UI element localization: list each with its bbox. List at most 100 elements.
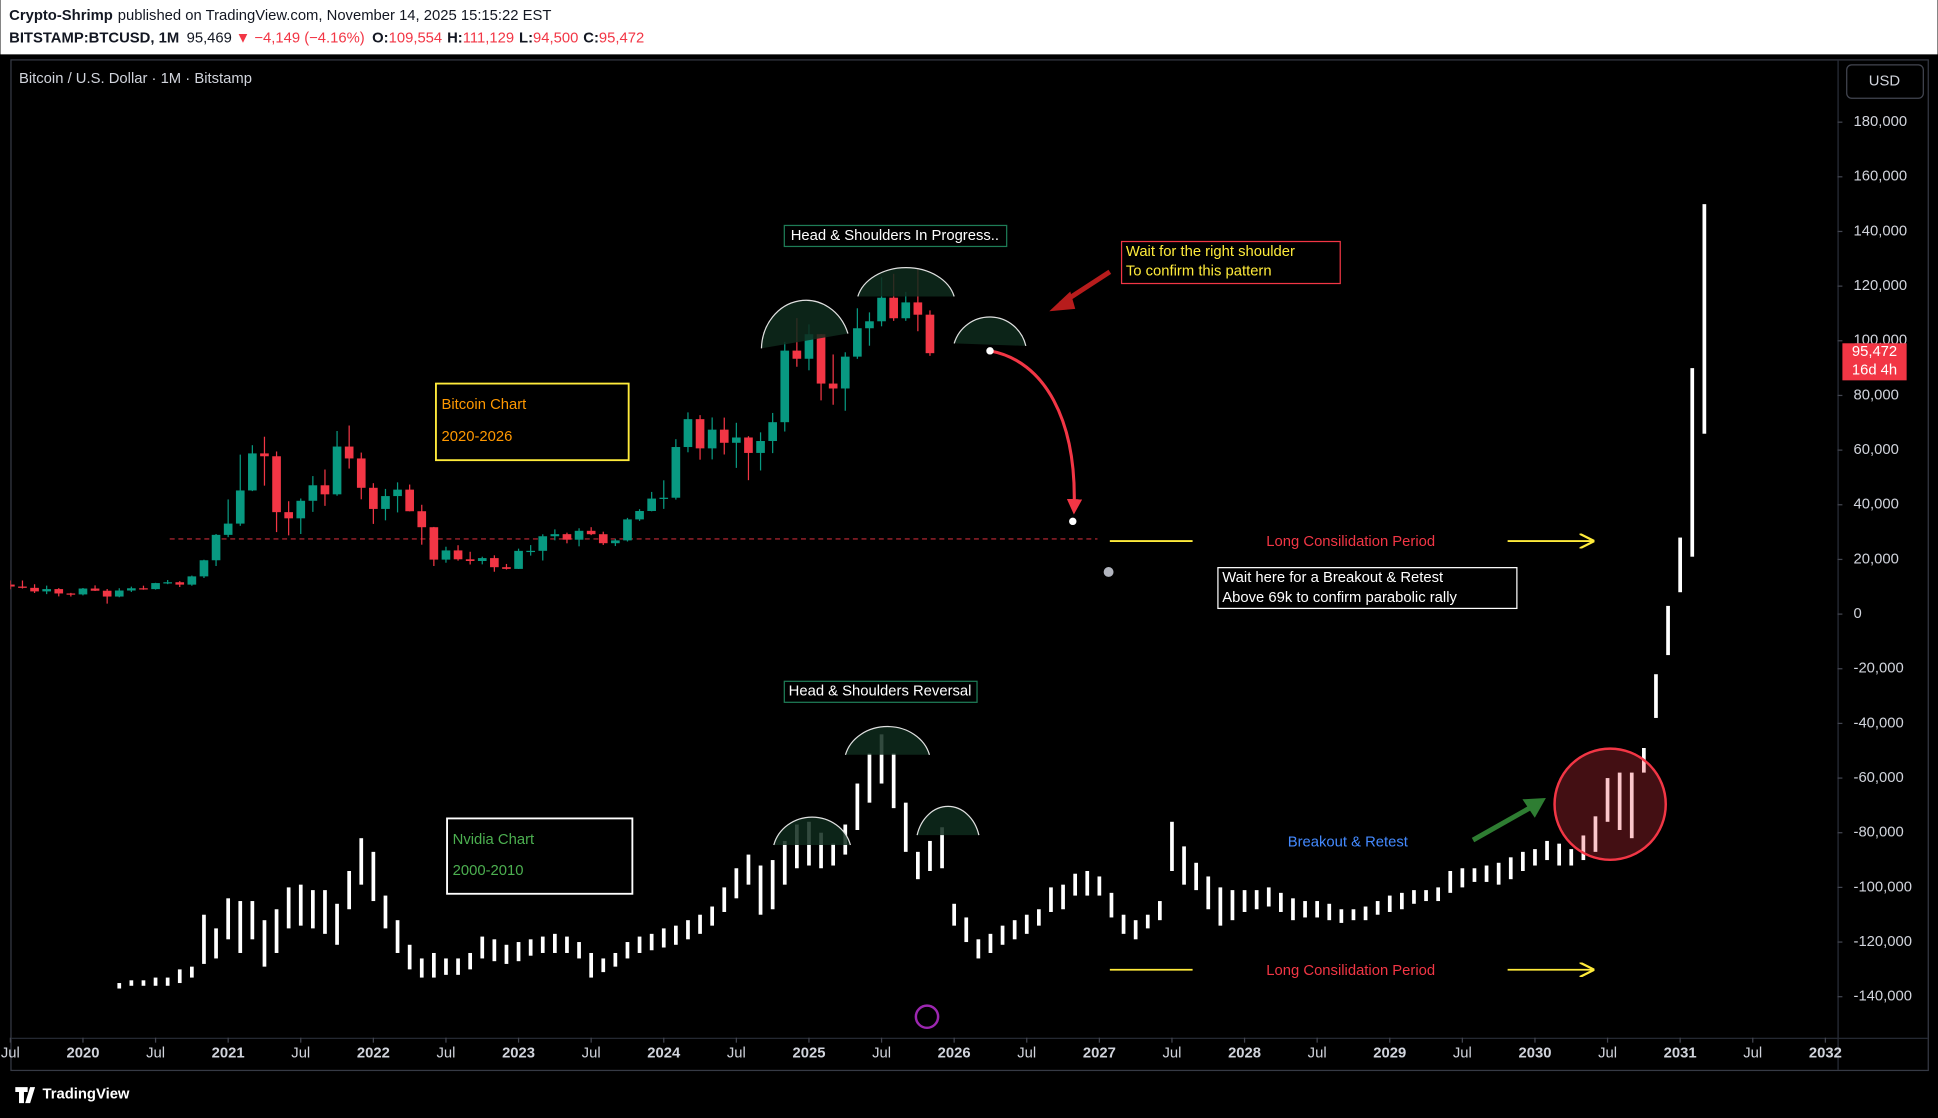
range-bar — [1363, 906, 1368, 921]
candle-body — [151, 583, 160, 590]
range-bar — [1557, 843, 1562, 866]
range-bar — [1617, 772, 1622, 830]
label: Nvidia Chart — [453, 832, 534, 848]
range-bar — [782, 840, 787, 885]
candle-body — [816, 334, 826, 384]
range-bar — [1400, 892, 1404, 910]
range-bar — [1145, 914, 1150, 929]
range-bar — [347, 870, 352, 910]
candle-body — [865, 321, 874, 329]
range-bar — [553, 933, 557, 953]
range-bar — [504, 944, 509, 964]
candle-body — [635, 511, 644, 520]
x-tick-label: Jul — [146, 1046, 165, 1062]
y-tick-label: -20,000 — [1854, 661, 1904, 677]
candle-body — [611, 540, 620, 544]
ohlc-label: H: — [447, 30, 463, 46]
range-bar — [1569, 849, 1574, 866]
candle-body — [598, 534, 608, 544]
range-bar — [625, 942, 630, 959]
candle-body — [683, 419, 693, 448]
range-bar — [1521, 851, 1525, 871]
x-tick-label: Jul — [1743, 1046, 1762, 1062]
y-tick-label: 140,000 — [1854, 223, 1908, 239]
range-bar — [1702, 204, 1707, 434]
range-bar — [1024, 914, 1029, 934]
range-bar — [1375, 901, 1380, 915]
range-bar — [734, 868, 739, 899]
x-tick-label: 2024 — [647, 1046, 681, 1062]
range-bar — [952, 903, 957, 926]
candle-body — [235, 490, 245, 524]
range-bar — [1545, 840, 1549, 861]
candle-body — [260, 453, 269, 457]
candle-body — [163, 582, 172, 584]
footer-brand: TradingView — [42, 1086, 129, 1102]
candle-body — [853, 328, 862, 357]
range-bar — [1085, 870, 1090, 896]
range-bar — [528, 939, 533, 956]
range-bar — [1061, 884, 1065, 910]
range-bar — [1170, 821, 1174, 871]
range-bar — [407, 944, 412, 970]
range-bar — [940, 827, 944, 869]
range-bar — [1158, 901, 1162, 921]
range-bar — [456, 958, 460, 975]
note: Head & Shoulders In Progress.. — [791, 228, 999, 244]
candle-body — [344, 446, 354, 459]
range-bar — [637, 936, 642, 953]
candle-body — [10, 584, 15, 587]
x-tick-label: Jul — [727, 1046, 746, 1062]
range-bar — [1133, 920, 1138, 940]
range-bar — [1303, 901, 1307, 918]
candle-body — [332, 446, 342, 495]
range-bar — [1194, 862, 1199, 891]
candle-body — [78, 588, 88, 595]
ohlc-value: 111,129 — [463, 30, 514, 46]
currency-button[interactable] — [1846, 64, 1924, 99]
range-bar — [1496, 862, 1501, 885]
ohlc-label: O: — [372, 30, 388, 46]
y-tick-label: -40,000 — [1854, 715, 1904, 731]
range-bar — [867, 753, 872, 803]
change: ▼ −4,149 (−4.16%) — [236, 30, 365, 46]
candle-body — [223, 523, 233, 535]
candle-body — [296, 500, 306, 519]
candle-body — [744, 437, 753, 453]
candle-body — [187, 576, 197, 585]
x-tick-label: Jul — [1453, 1046, 1472, 1062]
head-arc — [844, 725, 931, 755]
currency-label[interactable]: USD — [1869, 73, 1900, 89]
range-bar — [1279, 892, 1283, 912]
range-bar — [795, 824, 799, 869]
range-bar — [613, 952, 618, 967]
x-tick-label: Jul — [1598, 1046, 1617, 1062]
range-bar — [1327, 903, 1332, 921]
range-bar — [1629, 772, 1634, 839]
candle-body — [502, 567, 511, 569]
note: Head & Shoulders Reversal — [789, 684, 972, 700]
range-bar — [1012, 920, 1017, 940]
range-bar — [855, 783, 860, 830]
range-bar — [1436, 887, 1441, 902]
range-bar — [1097, 876, 1102, 896]
pattern-shapes — [760, 267, 1027, 846]
x-tick-label: 2031 — [1664, 1046, 1697, 1062]
candle-body — [828, 383, 838, 389]
app-icon[interactable] — [914, 1004, 940, 1030]
range-bar — [540, 936, 545, 953]
range-bar — [444, 958, 448, 975]
range-bar — [1218, 887, 1223, 926]
range-bar — [202, 914, 206, 964]
highlight-circle — [1553, 747, 1667, 862]
range-bar — [1484, 865, 1489, 882]
range-bar — [480, 936, 485, 959]
candle-body — [42, 589, 51, 592]
ohlc-label: L: — [519, 30, 533, 46]
range-bar — [1666, 605, 1670, 656]
note-box — [783, 224, 1008, 248]
range-bar — [335, 903, 339, 945]
candle-body — [284, 512, 293, 519]
y-tick-label: 40,000 — [1854, 497, 1899, 513]
